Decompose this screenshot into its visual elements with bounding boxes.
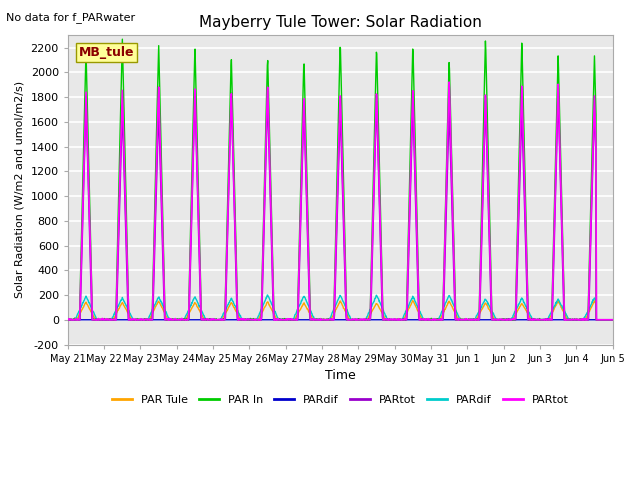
Legend: PAR Tule, PAR In, PARdif, PARtot, PARdif, PARtot: PAR Tule, PAR In, PARdif, PARtot, PARdif… — [108, 390, 573, 409]
X-axis label: Time: Time — [325, 369, 356, 382]
Text: MB_tule: MB_tule — [79, 46, 134, 59]
Text: No data for f_PARwater: No data for f_PARwater — [6, 12, 136, 23]
Title: Mayberry Tule Tower: Solar Radiation: Mayberry Tule Tower: Solar Radiation — [199, 15, 482, 30]
Y-axis label: Solar Radiation (W/m2 and umol/m2/s): Solar Radiation (W/m2 and umol/m2/s) — [15, 81, 25, 299]
